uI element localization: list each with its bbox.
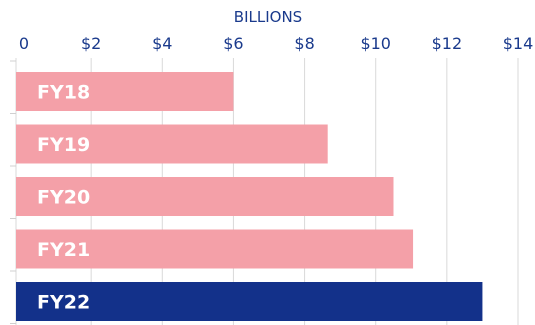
x-tick-label: $2 [81,34,101,53]
x-axis-ticks: 0 $2 $4 $6 $8 $10 $12 $14 [19,34,533,53]
x-tick-label: $4 [152,34,172,53]
bar-fy20 [16,177,394,216]
x-axis-title: BILLIONS [234,8,302,26]
bar-label-fy20: FY20 [37,187,90,209]
bar-label-fy18: FY18 [37,82,90,104]
x-tick-label: $8 [294,34,314,53]
bars: FY18 FY19 FY20 FY21 FY22 [16,72,483,321]
bar-fy18 [16,72,234,111]
bar-label-fy19: FY19 [37,134,90,156]
bar-label-fy22: FY22 [37,292,90,314]
bar-fy22 [16,282,483,321]
x-tick-label: 0 [19,34,29,53]
x-tick-label: $14 [503,34,534,53]
x-tick-label: $6 [223,34,243,53]
x-tick-label: $10 [360,34,391,53]
bar-label-fy21: FY21 [37,239,90,261]
bar-fy21 [16,229,414,269]
x-tick-label: $12 [432,34,463,53]
bar-fy19 [16,124,328,164]
